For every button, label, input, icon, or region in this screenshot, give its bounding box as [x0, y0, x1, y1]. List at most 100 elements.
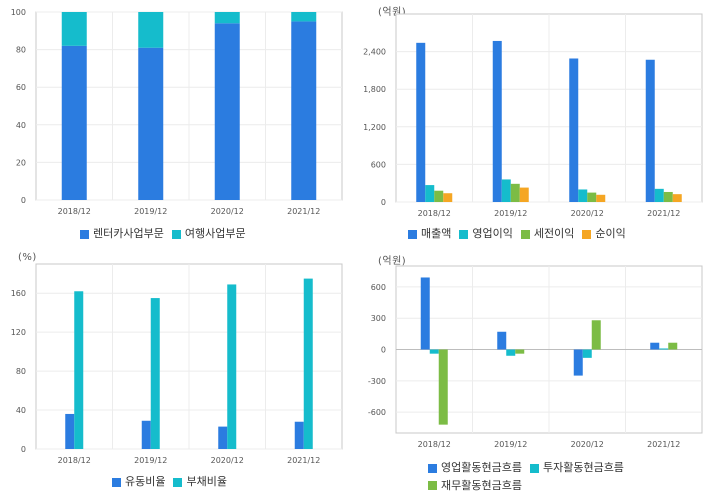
legend-item: 투자활동현금흐름 [529, 460, 624, 476]
y-tick-label: 100 [11, 8, 26, 17]
legend-label: 렌터카사업부문 [93, 227, 164, 240]
bar [515, 349, 525, 354]
x-tick-label: 2021/12 [287, 207, 320, 216]
bar [663, 191, 673, 202]
legend-swatch [459, 229, 469, 239]
legend-label: 투자활동현금흐름 [542, 461, 624, 474]
legend-swatch [112, 477, 121, 487]
bar [668, 342, 678, 350]
bar [303, 278, 313, 449]
revenue-mix-chart: 0 20 40 60 80 100 2018/12 2019/12 2020/12 2021/12 [11, 8, 343, 216]
bar [74, 291, 84, 449]
legend-swatch [80, 229, 89, 239]
ratios-chart-panel: (%) 0 40 80 120 160 2018/12 2019/12 2020/12 2021… [0, 250, 360, 496]
bar [138, 47, 164, 200]
bar [434, 190, 444, 202]
x-tick-label: 2018/12 [418, 209, 451, 218]
bar [645, 59, 655, 202]
bar [596, 194, 606, 202]
x-tick-label: 2018/12 [58, 207, 91, 216]
x-tick-label: 2020/12 [211, 207, 244, 216]
legend-item: 재무활동현금흐름 [428, 478, 522, 494]
legend-label: 재무활동현금흐름 [441, 478, 522, 492]
x-tick-label: 2020/12 [211, 456, 244, 465]
income-chart-panel: (억원) 0 600 1,200 1,800 2,400 2018/12 2019/12 20… [360, 0, 720, 250]
y-tick-label: 80 [16, 46, 26, 55]
legend-label: 부채비율 [186, 475, 227, 488]
bar [425, 185, 435, 202]
legend-item: 렌터카사업부문 [80, 226, 164, 242]
legend-swatch [582, 229, 592, 239]
bar [659, 348, 669, 350]
income-legend: 매출액 영업이익 세전이익 순이익 [408, 226, 634, 244]
legend-label: 유동비율 [125, 475, 166, 488]
legend-item: 부채비율 [173, 474, 227, 490]
y-tick-label: -600 [368, 408, 386, 417]
y-tick-label: 20 [16, 158, 26, 167]
income-unit-label: (억원) [378, 7, 407, 18]
y-tick-label: 600 [371, 160, 386, 169]
y-tick-label: -300 [368, 377, 386, 386]
bar [150, 298, 160, 449]
x-tick-label: 2021/12 [287, 456, 320, 465]
x-tick-label: 2018/12 [418, 440, 451, 449]
bar [650, 342, 660, 350]
bar [591, 320, 601, 350]
legend-item: 세전이익 [520, 226, 574, 242]
y-tick-label: 300 [371, 314, 386, 323]
bar [506, 349, 516, 356]
legend-label: 매출액 [421, 227, 452, 240]
y-tick-label: 1,200 [363, 123, 386, 132]
bar [214, 23, 240, 201]
bar [578, 189, 588, 202]
bar [61, 45, 87, 201]
bar [291, 12, 317, 22]
legend-swatch [529, 463, 539, 473]
legend-item: 영업활동현금흐름 [428, 460, 522, 476]
bar [227, 284, 237, 449]
y-tick-label: 0 [381, 346, 386, 355]
bar [654, 188, 664, 202]
bar [291, 21, 317, 201]
x-tick-label: 2020/12 [571, 440, 604, 449]
cashflow-unit-label: (억원) [378, 256, 407, 267]
legend-swatch [520, 229, 530, 239]
bar [61, 12, 87, 46]
bar [438, 349, 448, 425]
bar [569, 58, 579, 202]
y-tick-label: 600 [371, 283, 386, 292]
y-tick-label: 160 [11, 289, 26, 298]
x-tick-label: 2021/12 [647, 209, 680, 218]
bar [138, 12, 164, 48]
bar [587, 192, 597, 202]
legend-label: 영업이익 [472, 227, 513, 240]
bar [420, 277, 430, 350]
x-tick-label: 2019/12 [494, 440, 527, 449]
cashflow-chart-panel: (억원) -600 -300 0 300 600 2018/12 2019/12 2020/1… [360, 250, 720, 496]
legend-swatch [171, 229, 181, 239]
y-tick-label: 80 [16, 367, 26, 376]
revenue-mix-legend: 렌터카사업부문 여행사업부문 [80, 226, 254, 244]
y-tick-label: 60 [16, 83, 26, 92]
y-tick-label: 0 [21, 196, 26, 205]
bar [519, 187, 529, 202]
bar [294, 421, 304, 449]
bar [65, 413, 75, 449]
bar [492, 40, 502, 202]
legend-swatch [408, 229, 417, 239]
cashflow-chart: -600 -300 0 300 600 2018/12 2019/12 2020/12 2021… [368, 265, 703, 449]
bar [510, 183, 520, 202]
y-tick-label: 1,800 [363, 85, 386, 94]
y-tick-label: 2,400 [363, 48, 386, 57]
legend-label: 순이익 [595, 227, 626, 240]
x-tick-label: 2019/12 [134, 456, 167, 465]
bar [573, 349, 583, 376]
x-tick-label: 2019/12 [134, 207, 167, 216]
income-chart: 0 600 1,200 1,800 2,400 2018/12 2019/12 2020/12… [363, 13, 703, 218]
y-tick-label: 120 [11, 328, 26, 337]
bar [218, 426, 228, 449]
bar [582, 349, 592, 358]
bar [501, 179, 511, 202]
bar [497, 331, 507, 350]
